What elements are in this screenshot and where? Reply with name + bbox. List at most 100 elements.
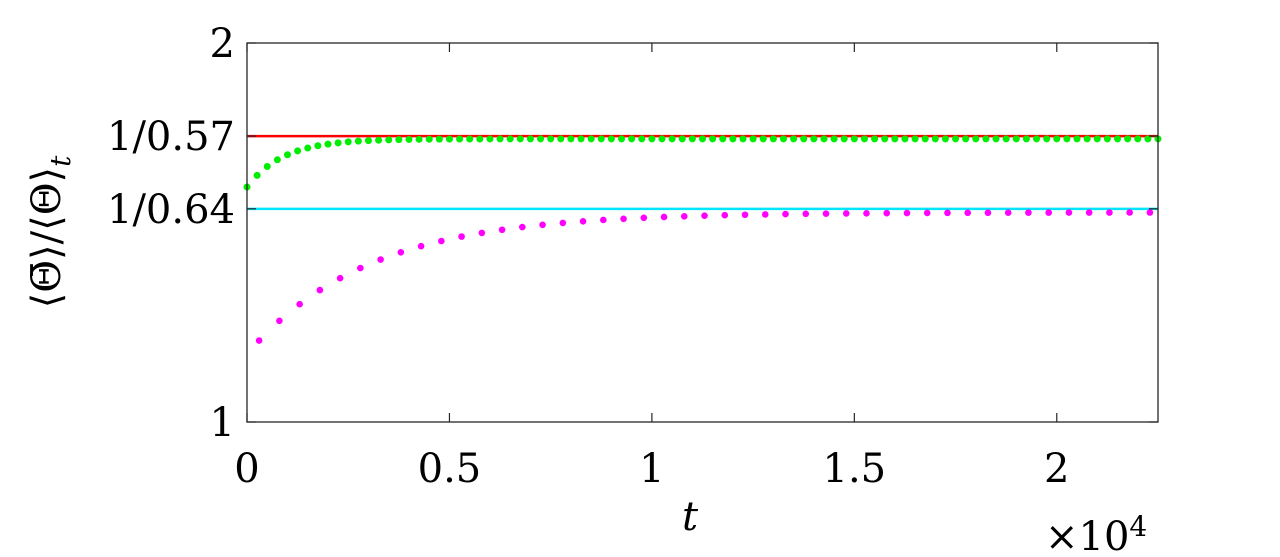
series-1-point: [850, 135, 858, 143]
x-multiplier-base: ×10: [1045, 514, 1129, 557]
series-1-point: [982, 135, 990, 143]
series-1-point: [881, 135, 889, 143]
series-1-point: [375, 136, 383, 144]
series-1-point: [1144, 135, 1152, 143]
series-2-point: [802, 210, 810, 218]
series-2-point: [296, 300, 303, 308]
series-2-point: [377, 256, 384, 263]
series-1-point: [1022, 135, 1030, 143]
series-1-point: [1114, 135, 1122, 143]
series-1-point: [678, 135, 686, 143]
series-1-point: [810, 135, 818, 143]
series-1-point: [749, 135, 757, 143]
series-2-point: [964, 209, 972, 217]
series-1-point: [709, 135, 717, 143]
series-2-point: [822, 210, 830, 217]
series-1-point: [628, 135, 636, 143]
series-1-point: [618, 135, 626, 143]
y-axis-label-main: ⟨Θ̄⟩/⟨Θ⟩: [24, 167, 70, 308]
series-1-point: [1002, 135, 1010, 143]
series-2-point: [1025, 209, 1032, 216]
series-1-point: [931, 135, 939, 143]
x-tick-label: 1.5: [823, 446, 887, 492]
series-2-point: [640, 214, 648, 222]
series-1-point: [435, 135, 443, 143]
series-2-point: [680, 212, 688, 220]
data-series: [243, 135, 1162, 344]
series-1-point: [577, 135, 585, 143]
series-1-point: [921, 135, 929, 143]
series-2-point: [1106, 209, 1113, 216]
series-2-point: [1065, 209, 1073, 216]
series-1-point: [476, 135, 484, 143]
y-tick-label: 1/0.64: [107, 187, 235, 233]
series-2-point: [944, 209, 951, 217]
series-1-point: [557, 135, 565, 143]
y-tick-label: 2: [210, 21, 235, 67]
series-1-point: [537, 135, 545, 143]
series-1-point: [1043, 135, 1051, 143]
series-1-point: [334, 139, 342, 147]
series-1-point: [587, 135, 595, 143]
series-1-point: [1134, 135, 1142, 143]
series-1-point: [395, 136, 403, 144]
series-1-point: [901, 135, 909, 143]
x-multiplier: ×104: [1045, 510, 1147, 557]
series-2-point: [478, 229, 486, 237]
series-2-point: [782, 210, 789, 218]
series-1-point: [820, 135, 828, 143]
series-1-point: [648, 135, 656, 143]
series-1-point: [830, 135, 838, 143]
series-1-point: [840, 135, 848, 143]
series-2-point: [721, 211, 729, 219]
series-1-point: [283, 151, 291, 159]
series-2-point: [539, 221, 546, 229]
x-tick-label: 1: [639, 446, 664, 492]
series-1-point: [456, 135, 464, 143]
series-1-point: [911, 135, 919, 143]
series-1-point: [385, 136, 393, 144]
series-1-point: [1093, 135, 1101, 143]
series-1-point: [597, 135, 605, 143]
series-2-point: [923, 209, 931, 217]
series-1-point: [304, 144, 312, 152]
series-2-point: [1085, 209, 1093, 216]
series-1-point: [962, 135, 970, 143]
series-1-point: [1053, 135, 1061, 143]
tick-labels: 0 0.5 1 1.5 2 1 1/0.64 1/0.57 2: [107, 21, 1158, 492]
series-1-point: [526, 135, 534, 143]
plot-frame: [246, 42, 1159, 423]
series-2-point: [903, 209, 911, 217]
series-1-point: [294, 147, 302, 155]
y-axis-label: ⟨Θ̄⟩/⟨Θ⟩t: [24, 155, 77, 308]
series-1-point: [699, 135, 706, 143]
x-axis-label: t: [682, 494, 699, 540]
series-2-point: [600, 216, 607, 224]
series-2-point: [1004, 209, 1012, 216]
series-2-point: [559, 219, 567, 227]
series-2-point: [336, 274, 344, 282]
series-1-point: [405, 135, 413, 143]
series-1-point: [800, 135, 808, 143]
series-1-point: [952, 135, 960, 143]
series-1-point: [415, 135, 423, 143]
series-2-point: [397, 249, 405, 256]
series-1-point: [860, 135, 868, 143]
series-2-point: [1126, 209, 1133, 216]
series-1-point: [729, 135, 737, 143]
series-1-point: [263, 163, 271, 171]
series-1-point: [688, 135, 696, 143]
series-1-point: [1012, 135, 1020, 143]
y-axis-label-subscript: t: [44, 155, 77, 167]
series-1-point: [344, 138, 352, 146]
series-1: [243, 135, 1162, 191]
series-2-point: [741, 211, 749, 219]
series-1-point: [719, 135, 727, 143]
series-1-point: [324, 140, 332, 148]
series-1-point: [992, 135, 1000, 143]
series-2-point: [761, 211, 769, 218]
series-2-point: [255, 337, 263, 344]
series-1-point: [567, 135, 575, 143]
series-1-point: [486, 135, 494, 143]
series-1-point: [354, 137, 362, 145]
